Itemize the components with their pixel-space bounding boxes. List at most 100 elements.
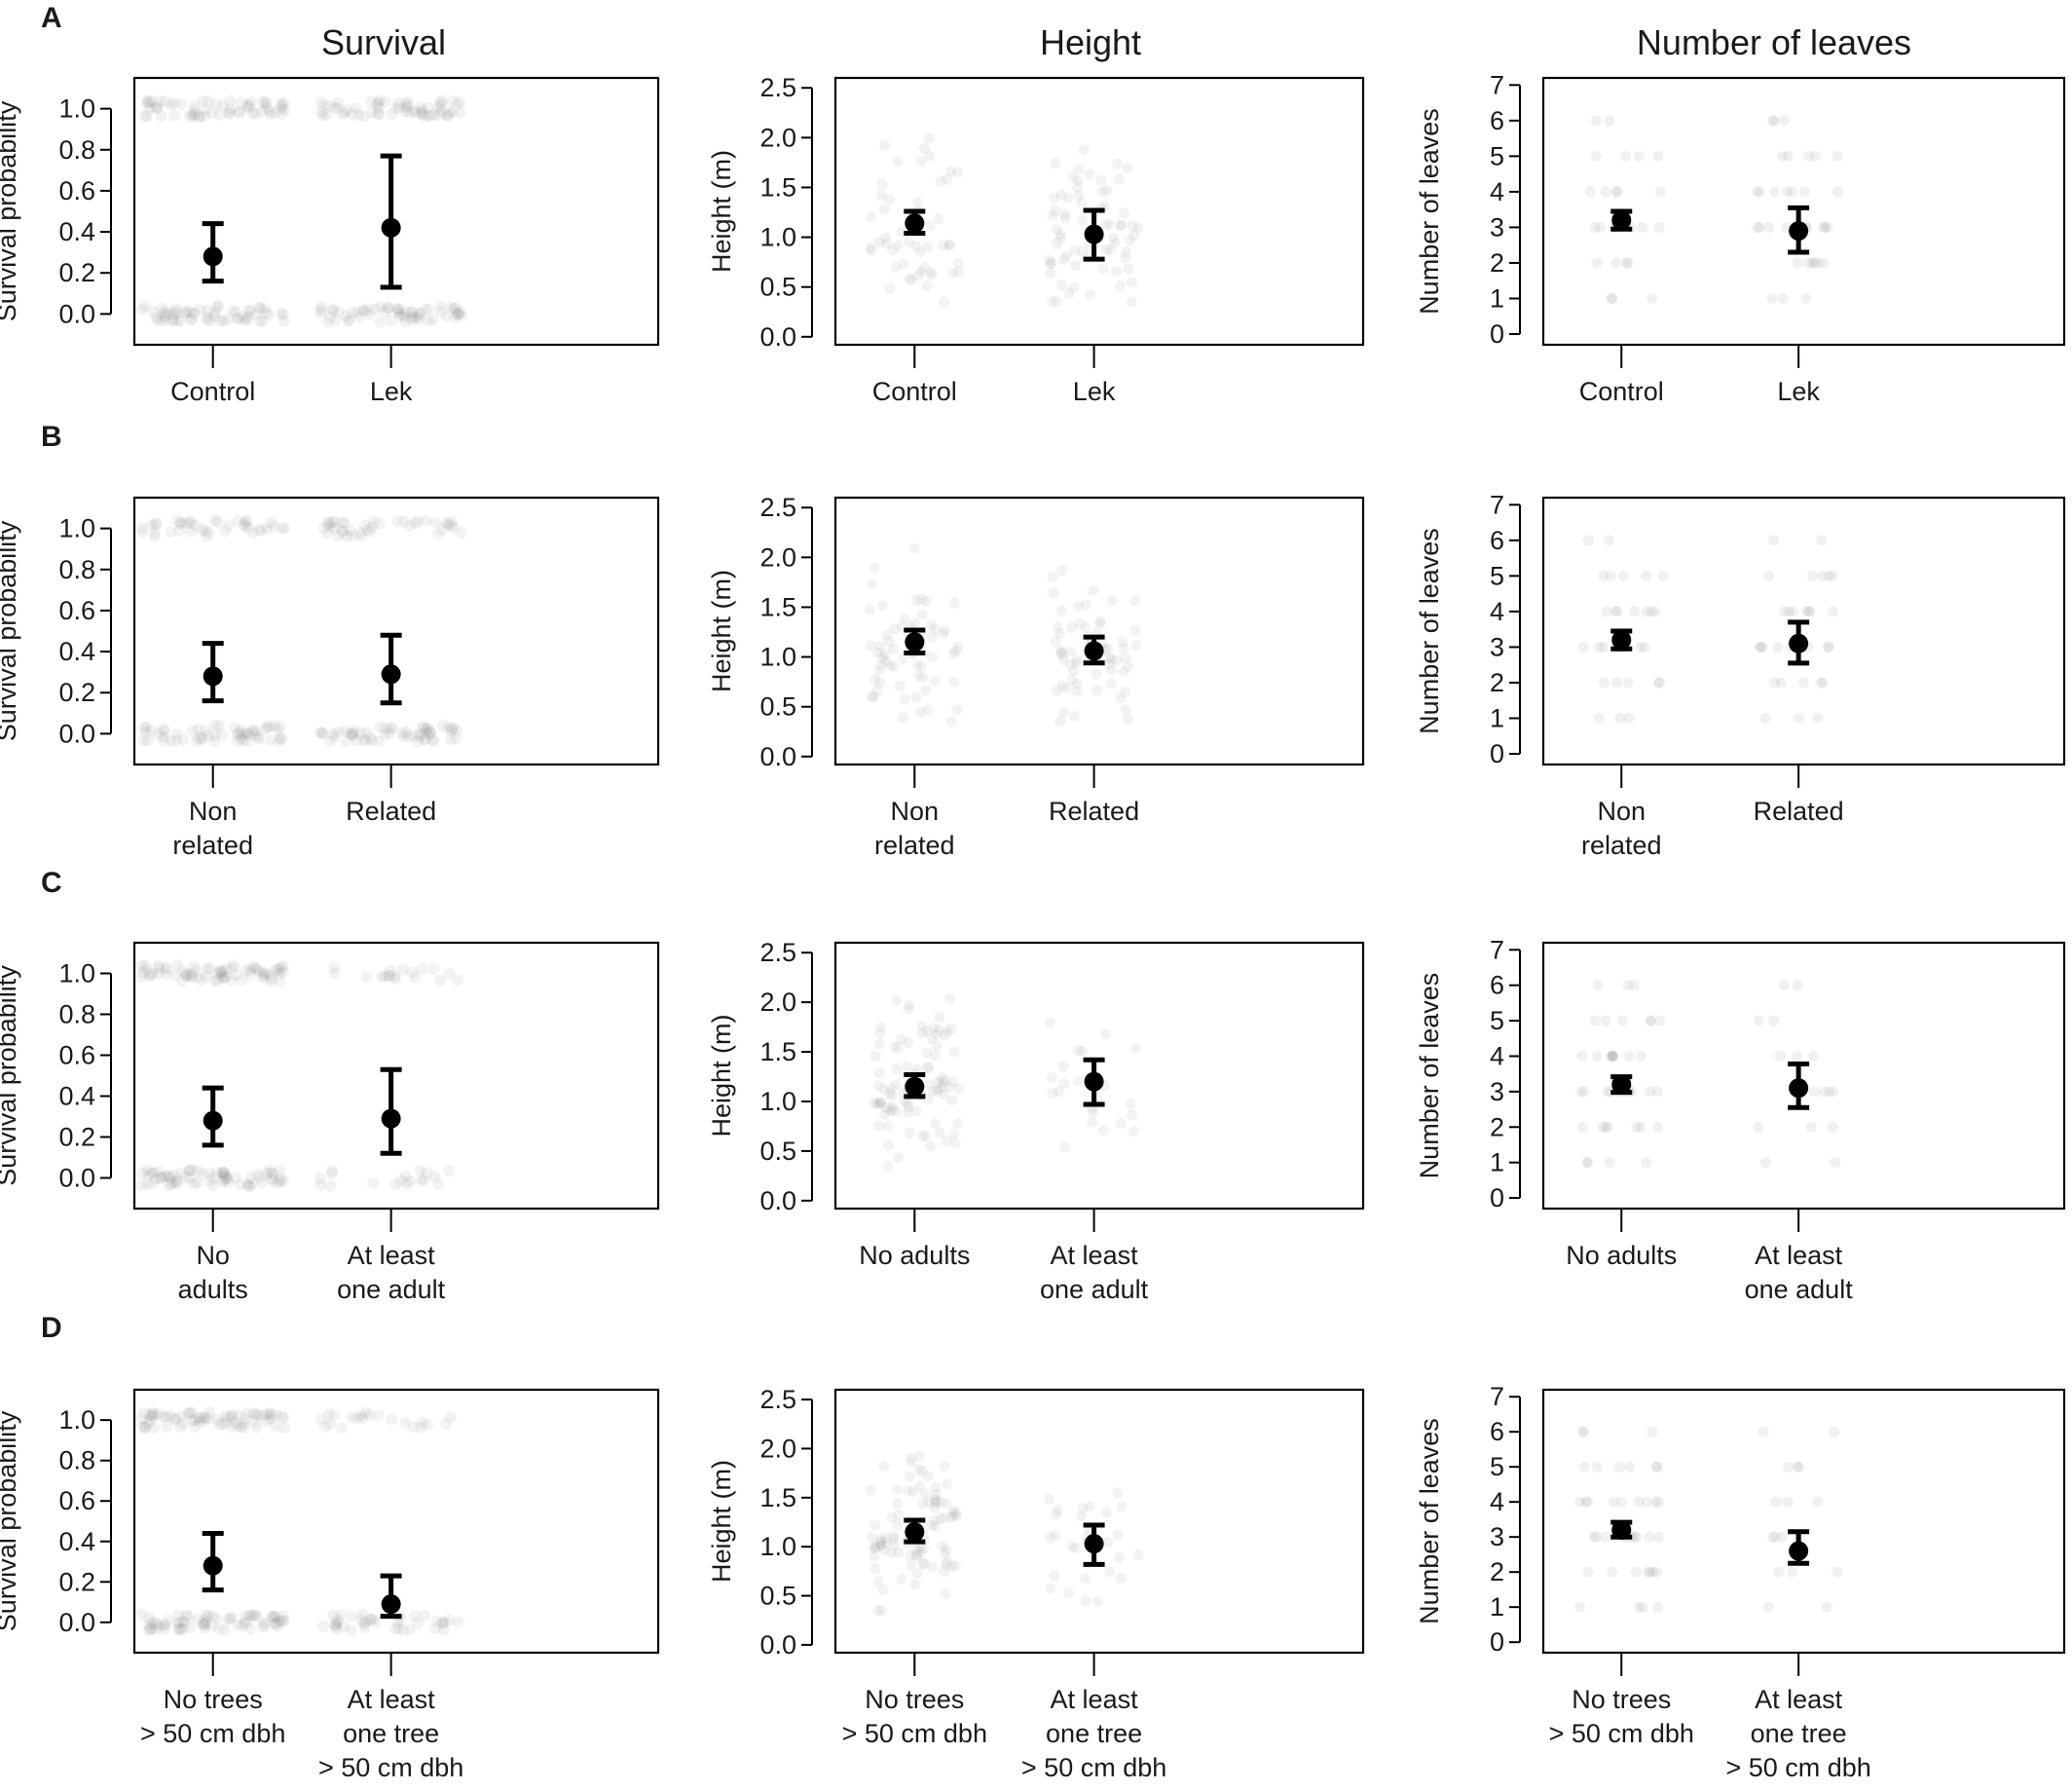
raw-point	[399, 316, 412, 328]
raw-point	[888, 1530, 900, 1542]
raw-point	[206, 1610, 219, 1622]
raw-point	[406, 966, 419, 979]
raw-point	[142, 1619, 155, 1631]
raw-point	[1624, 1461, 1636, 1473]
raw-point	[878, 204, 890, 215]
raw-point	[1641, 1496, 1652, 1508]
raw-point	[148, 530, 161, 542]
raw-point	[153, 959, 166, 972]
raw-point	[1128, 230, 1139, 242]
raw-point	[264, 733, 277, 746]
raw-point	[340, 735, 352, 748]
raw-point	[1059, 212, 1071, 224]
raw-point	[356, 1608, 369, 1621]
raw-point	[332, 306, 345, 318]
raw-point	[263, 309, 276, 321]
raw-point	[240, 1177, 253, 1190]
raw-point	[1085, 288, 1096, 300]
raw-point	[143, 1612, 156, 1624]
y-tick-label: 4	[1490, 597, 1504, 626]
y-tick-label: 4	[1490, 1041, 1504, 1070]
y-tick-label: 7	[1490, 70, 1504, 99]
raw-point	[162, 1614, 174, 1626]
raw-point	[194, 303, 206, 316]
raw-point	[1073, 163, 1085, 174]
raw-point	[259, 723, 272, 735]
raw-point	[1617, 570, 1629, 581]
raw-point	[435, 1617, 448, 1629]
raw-point	[1581, 1157, 1593, 1169]
raw-point	[210, 1612, 223, 1624]
x-category-label: Non related	[1581, 797, 1662, 860]
raw-point	[1105, 678, 1117, 690]
raw-point	[211, 515, 224, 528]
raw-point	[1778, 606, 1790, 617]
raw-point	[380, 306, 392, 318]
raw-point	[935, 1496, 946, 1508]
raw-point	[932, 1086, 944, 1098]
raw-point	[915, 1547, 927, 1558]
raw-point	[158, 1411, 170, 1424]
raw-point	[899, 613, 910, 624]
raw-point	[238, 311, 250, 323]
raw-point	[1100, 219, 1112, 231]
raw-point	[890, 261, 902, 273]
raw-point	[1637, 1601, 1648, 1613]
raw-point	[1100, 1507, 1112, 1518]
raw-point	[449, 312, 462, 324]
raw-point	[180, 516, 193, 529]
raw-point	[226, 1611, 239, 1623]
raw-point	[337, 525, 350, 538]
raw-point	[434, 300, 447, 313]
estimates	[1610, 205, 1810, 255]
raw-point	[259, 97, 272, 110]
y-tick-label: 1.0	[58, 94, 95, 124]
raw-point	[165, 1409, 177, 1422]
raw-point	[278, 1422, 291, 1435]
raw-point	[1075, 1510, 1087, 1522]
raw-point	[243, 964, 256, 977]
raw-point	[203, 95, 215, 108]
raw-point	[139, 1422, 152, 1435]
raw-point	[418, 110, 430, 123]
estimates	[904, 627, 1105, 666]
raw-point	[190, 734, 203, 747]
raw-point	[355, 1614, 368, 1626]
raw-point	[889, 1533, 901, 1545]
raw-point	[455, 526, 467, 539]
raw-point	[248, 1415, 261, 1428]
raw-point	[273, 1616, 285, 1628]
raw-point	[1052, 1505, 1063, 1516]
raw-point	[188, 307, 201, 319]
raw-point	[1635, 641, 1646, 653]
raw-point	[328, 101, 341, 114]
raw-point	[905, 1452, 916, 1464]
raw-point	[358, 519, 371, 532]
raw-point	[947, 267, 959, 279]
raw-point	[924, 150, 936, 162]
raw-point	[441, 109, 454, 122]
y-tick-label: 3	[1490, 1077, 1504, 1106]
raw-point	[421, 723, 433, 735]
y-tick-label: 2.0	[759, 542, 796, 572]
raw-point	[224, 1613, 237, 1625]
raw-point	[910, 241, 922, 252]
raw-point	[918, 1543, 930, 1554]
y-tick-label: 0.8	[58, 555, 95, 584]
raw-point	[883, 194, 895, 205]
raw-point	[139, 726, 152, 738]
raw-point	[186, 971, 199, 984]
raw-point	[222, 1176, 235, 1189]
raw-point	[1063, 1587, 1075, 1599]
raw-point	[1067, 171, 1079, 183]
raw-point	[241, 735, 254, 748]
raw-point	[870, 1098, 882, 1109]
raw-point	[257, 966, 270, 979]
raw-point	[349, 724, 361, 736]
raw-point	[1071, 686, 1083, 697]
raw-point	[232, 1419, 244, 1432]
raw-point	[930, 675, 942, 687]
raw-point	[391, 303, 404, 316]
